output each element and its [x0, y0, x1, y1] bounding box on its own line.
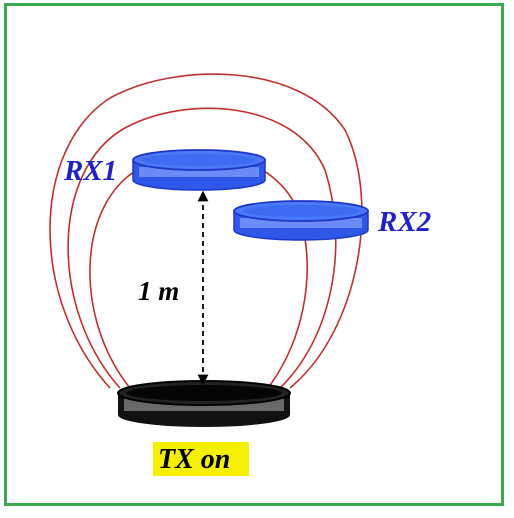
tx-label: TX on: [158, 444, 230, 475]
rx1-coil: [132, 149, 266, 191]
tx-label-highlight: [153, 442, 249, 476]
distance-label: 1 m: [138, 276, 179, 306]
field-line-middle: [67, 107, 337, 389]
tx-coil: [117, 380, 291, 427]
rx2-coil: [233, 200, 369, 241]
diagram-frame: [4, 3, 504, 506]
rx1-label: RX1: [63, 155, 117, 187]
rx2-label: RX2: [377, 206, 431, 238]
field-line-outer: [49, 73, 363, 389]
